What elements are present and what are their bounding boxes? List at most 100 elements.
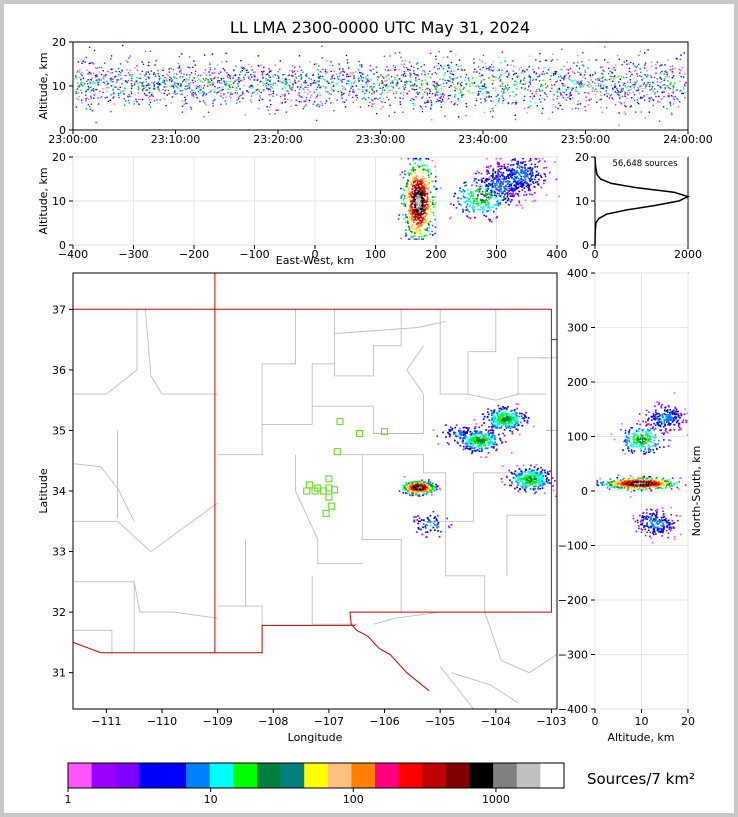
time-source-point <box>376 71 378 74</box>
time-source-point <box>226 75 229 77</box>
ew-source-point <box>420 165 422 168</box>
time-source-point <box>282 82 284 84</box>
time-source-point <box>324 87 327 89</box>
time-source-point <box>313 79 316 82</box>
ew-source-point <box>487 184 489 187</box>
time-source-point <box>233 69 235 71</box>
time-source-point <box>527 89 529 91</box>
ew-source-point <box>418 206 420 209</box>
time-source-point <box>261 71 264 73</box>
time-source-point <box>592 74 594 76</box>
time-source-point <box>436 94 439 96</box>
ew-source-point <box>425 208 428 210</box>
time-source-point <box>629 86 632 88</box>
time-source-point <box>180 85 182 87</box>
ew-source-point <box>414 177 416 180</box>
time-source-point <box>567 96 569 99</box>
time-source-point <box>76 82 79 84</box>
time-source-point <box>560 75 562 77</box>
ew-source-point <box>465 209 467 211</box>
altitude-tick-label: 10 <box>52 195 66 208</box>
time-source-point <box>341 81 343 83</box>
ew-source-point <box>485 204 487 207</box>
time-source-point <box>657 84 659 87</box>
time-source-point <box>614 86 616 89</box>
ew-source-point <box>492 169 494 172</box>
ew-source-point <box>511 189 514 192</box>
time-source-point <box>322 68 324 71</box>
time-source-point <box>369 87 371 89</box>
ew-source-point <box>434 175 437 178</box>
ew-source-point <box>452 204 455 206</box>
time-source-point <box>600 72 603 74</box>
ew-source-point <box>520 166 523 168</box>
plan-source-point <box>425 493 428 495</box>
plan-source-point <box>494 436 496 439</box>
ew-source-point <box>508 180 511 183</box>
ew-source-point <box>511 194 513 196</box>
time-source-point <box>621 90 623 92</box>
ew-source-point <box>409 238 411 240</box>
plan-source-point <box>469 445 472 448</box>
time-source-point <box>89 91 91 93</box>
time-source-point <box>427 73 429 75</box>
time-source-point <box>404 81 406 83</box>
time-source-point <box>324 69 327 71</box>
time-source-point <box>421 84 423 86</box>
time-source-point <box>321 104 324 107</box>
ew-source-point <box>515 188 518 190</box>
time-source-point <box>270 70 272 72</box>
ew-source-point <box>541 157 544 160</box>
time-source-point <box>507 89 509 91</box>
time-source-point <box>233 75 235 77</box>
time-source-point <box>680 89 682 92</box>
time-source-point <box>569 67 572 70</box>
time-source-point <box>91 62 94 64</box>
time-source-point <box>492 61 495 63</box>
time-source-point <box>514 80 516 82</box>
ew-source-point <box>495 182 498 185</box>
county-line <box>439 309 546 401</box>
time-source-point <box>260 64 262 66</box>
time-source-point <box>571 71 574 73</box>
time-source-point <box>614 69 616 71</box>
ew-source-point <box>408 213 410 215</box>
time-source-point <box>567 72 570 74</box>
time-source-point <box>237 83 239 85</box>
time-source-point <box>580 85 582 88</box>
ew-source-point <box>484 190 487 193</box>
time-source-point <box>488 68 490 70</box>
ew-source-point <box>411 183 413 186</box>
time-source-point <box>448 86 451 88</box>
time-source-point <box>567 86 569 89</box>
plan-source-point <box>403 489 406 492</box>
time-source-point <box>593 82 596 84</box>
ew-source-point <box>419 215 422 217</box>
time-source-point <box>325 90 327 93</box>
ew-source-point <box>506 169 508 172</box>
ew-source-point <box>433 204 436 206</box>
time-source-point <box>494 90 496 92</box>
ew-source-point <box>486 210 488 213</box>
time-source-point <box>232 82 235 84</box>
plan-source-point <box>413 491 416 494</box>
time-source-point <box>618 95 621 97</box>
time-source-point <box>499 79 502 81</box>
time-source-point <box>364 92 366 94</box>
plan-source-point <box>408 488 411 490</box>
ew-source-point <box>402 214 404 216</box>
time-source-point <box>674 67 676 69</box>
time-source-point <box>504 85 506 87</box>
time-source-point <box>256 89 259 91</box>
plan-source-point <box>496 443 498 446</box>
time-source-point <box>348 67 350 69</box>
ew-source-point <box>490 206 493 209</box>
plan-source-point <box>479 434 481 437</box>
ew-source-point <box>488 207 491 209</box>
ew-source-point <box>419 195 421 198</box>
time-source-point <box>492 70 494 72</box>
time-source-point <box>168 80 171 82</box>
time-source-point <box>337 91 339 93</box>
time-source-point <box>265 73 268 76</box>
ew-source-point <box>405 233 408 236</box>
